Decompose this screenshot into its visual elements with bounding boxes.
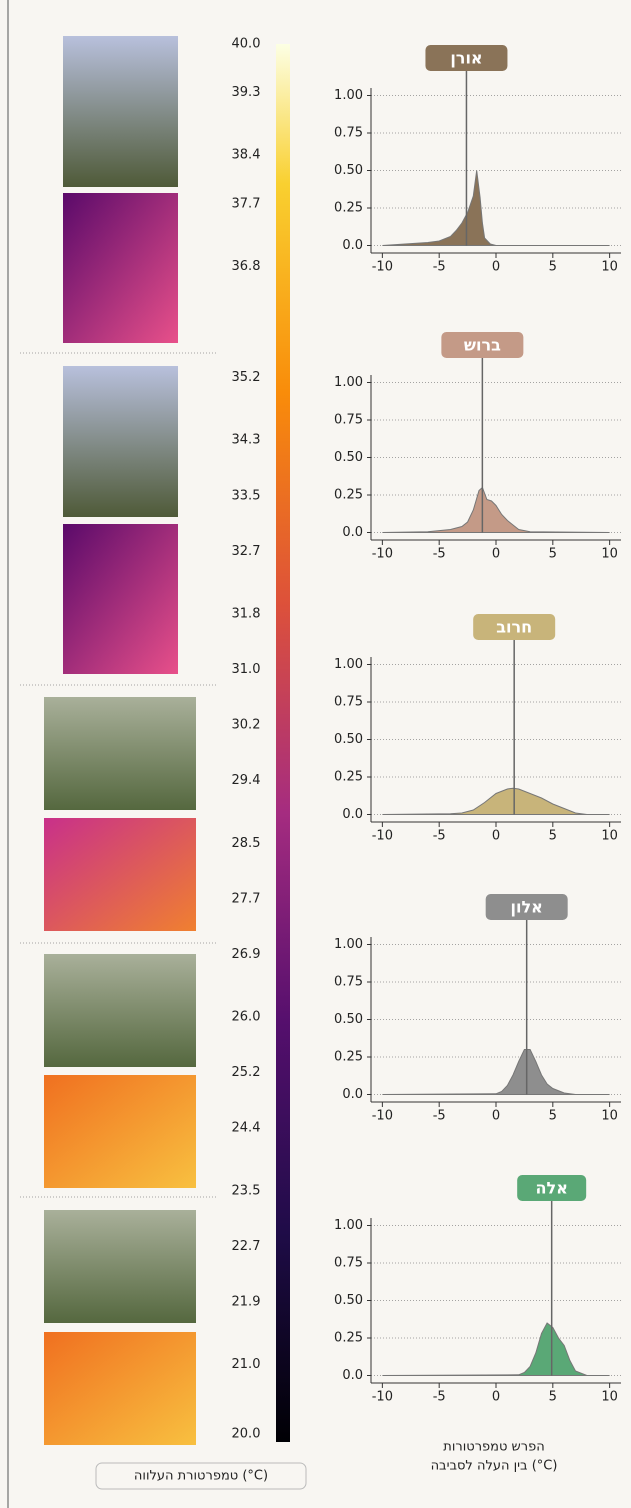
x-tick-label: 5 (549, 829, 557, 844)
x-tick-label: 5 (549, 547, 557, 562)
y-tick-label: 0.75 (334, 413, 363, 428)
y-tick-label: 0.25 (334, 1331, 363, 1346)
x-tick-label: -10 (372, 1109, 393, 1124)
chart-title: אורן (450, 49, 482, 68)
chart-title: ברוש (464, 336, 501, 355)
photo (63, 36, 178, 187)
y-tick-label: 0.25 (334, 1050, 363, 1065)
y-tick-label: 0.75 (334, 975, 363, 990)
colorbar-tick-label: 20.0 (232, 1427, 261, 1442)
colorbar-tick-label: 32.7 (232, 544, 261, 559)
x-tick-label: 0 (492, 1390, 500, 1405)
y-tick-label: 0.50 (334, 1293, 363, 1308)
y-tick-label: 0.0 (342, 525, 363, 540)
chart-title: אלה (536, 1179, 568, 1198)
colorbar-tick-label: 34.3 (232, 433, 261, 448)
colorbar-tick-label: 21.0 (232, 1357, 261, 1372)
y-tick-label: 0.75 (334, 695, 363, 710)
y-tick-label: 0.75 (334, 126, 363, 141)
x-tick-label: 0 (492, 829, 500, 844)
colorbar-tick-label: 37.7 (232, 196, 261, 211)
axis-label: בין העלה לסביבה (°C) (431, 1459, 558, 1474)
y-tick-label: 1.00 (334, 375, 363, 390)
x-tick-label: 0 (492, 1109, 500, 1124)
thermal-photo (44, 818, 196, 931)
colorbar (276, 44, 290, 1442)
colorbar-tick-label: 29.4 (232, 773, 261, 788)
colorbar-tick-label: 36.8 (232, 259, 261, 274)
x-tick-label: 10 (601, 547, 618, 562)
colorbar-tick-label: 31.8 (232, 606, 261, 621)
x-tick-label: 10 (601, 260, 618, 275)
colorbar-tick-label: 24.4 (232, 1121, 261, 1136)
x-tick-label: 10 (601, 1109, 618, 1124)
x-tick-label: 5 (549, 1390, 557, 1405)
colorbar-tick-label: 25.2 (232, 1065, 261, 1080)
y-tick-label: 0.0 (342, 1368, 363, 1383)
chart-title: חרוב (496, 618, 532, 637)
y-tick-label: 0.0 (342, 1087, 363, 1102)
page: טמפרטורת העלווה (°C) הפרש טמפרטורות בין … (0, 0, 631, 1508)
thermal-photo (63, 193, 178, 343)
colorbar-tick-label: 23.5 (232, 1183, 261, 1198)
colorbar-tick-label: 30.2 (232, 718, 261, 733)
y-tick-label: 1.00 (334, 1218, 363, 1233)
density-area (382, 1050, 609, 1095)
y-tick-label: 0.25 (334, 770, 363, 785)
x-tick-label: 5 (549, 260, 557, 275)
photo (44, 954, 196, 1067)
x-tick-label: -10 (372, 829, 393, 844)
colorbar-tick-label: 27.7 (232, 891, 261, 906)
colorbar-tick-label: 26.9 (232, 947, 261, 962)
colorbar-tick-label: 39.3 (232, 85, 261, 100)
thermal-photo (44, 1075, 196, 1188)
x-tick-label: -5 (433, 829, 446, 844)
photo (44, 697, 196, 810)
y-tick-label: 0.50 (334, 1012, 363, 1027)
colorbar-tick-label: 31.0 (232, 662, 261, 677)
y-tick-label: 1.00 (334, 657, 363, 672)
x-tick-label: -5 (433, 260, 446, 275)
x-tick-label: 5 (549, 1109, 557, 1124)
thermal-photo (63, 524, 178, 674)
colorbar-tick-label: 21.9 (232, 1294, 261, 1309)
y-tick-label: 1.00 (334, 88, 363, 103)
x-tick-label: -5 (433, 1109, 446, 1124)
colorbar-tick-label: 35.2 (232, 370, 261, 385)
density-area (382, 488, 609, 533)
y-tick-label: 0.0 (342, 807, 363, 822)
x-tick-label: -10 (372, 1390, 393, 1405)
axis-label: הפרש טמפרטורות (443, 1440, 544, 1455)
x-tick-label: -5 (433, 547, 446, 562)
y-tick-label: 0.25 (334, 488, 363, 503)
density-area (382, 788, 609, 814)
x-tick-label: 0 (492, 547, 500, 562)
y-tick-label: 0.0 (342, 238, 363, 253)
colorbar-tick-label: 26.0 (232, 1010, 261, 1025)
colorbar-tick-label: 28.5 (232, 836, 261, 851)
thermal-photo (44, 1332, 196, 1445)
photo (63, 366, 178, 517)
colorbar-tick-label: 40.0 (232, 37, 261, 52)
y-tick-label: 0.50 (334, 163, 363, 178)
colorbar-label: טמפרטורת העלווה (°C) (134, 1469, 268, 1484)
x-tick-label: -5 (433, 1390, 446, 1405)
x-tick-label: 0 (492, 260, 500, 275)
y-tick-label: 0.50 (334, 450, 363, 465)
chart-title: אלון (511, 898, 543, 917)
y-tick-label: 0.50 (334, 732, 363, 747)
colorbar-tick-label: 22.7 (232, 1239, 261, 1254)
photo (44, 1210, 196, 1323)
density-area (382, 1323, 609, 1376)
x-tick-label: -10 (372, 260, 393, 275)
y-tick-label: 0.75 (334, 1256, 363, 1271)
colorbar-tick-label: 33.5 (232, 488, 261, 503)
colorbar-tick-label: 38.4 (232, 148, 261, 163)
x-tick-label: 10 (601, 1390, 618, 1405)
y-tick-label: 0.25 (334, 201, 363, 216)
x-tick-label: -10 (372, 547, 393, 562)
x-tick-label: 10 (601, 829, 618, 844)
y-tick-label: 1.00 (334, 937, 363, 952)
